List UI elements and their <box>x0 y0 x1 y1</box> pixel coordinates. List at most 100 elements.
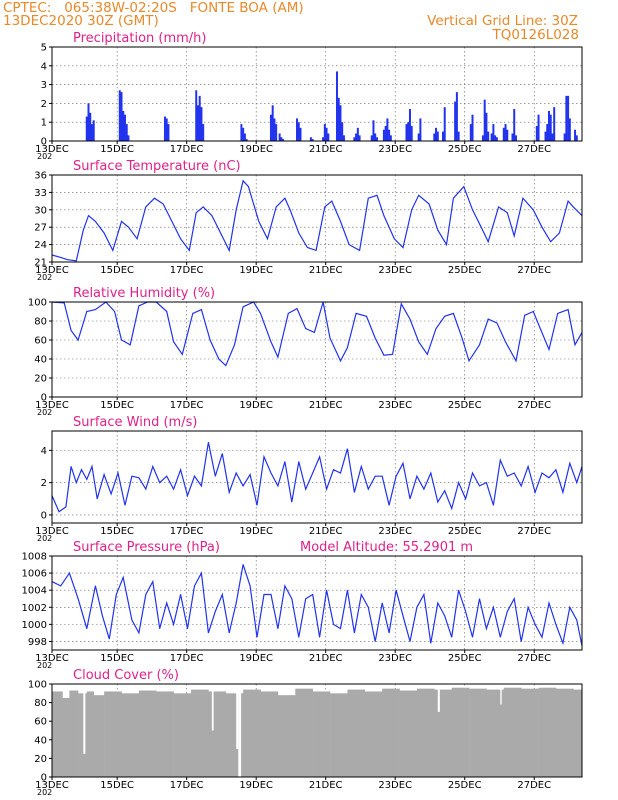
cloud-bar <box>69 690 79 777</box>
precip-bar <box>271 105 274 141</box>
cloud-bar <box>208 691 227 777</box>
cloud-gap <box>238 684 242 777</box>
precip-bars <box>85 71 578 141</box>
cloud-bar <box>555 688 574 777</box>
data-point <box>117 472 119 474</box>
data-point <box>557 313 559 314</box>
data-point <box>258 221 260 222</box>
data-point <box>121 339 122 341</box>
cloud-bar <box>469 688 487 777</box>
cloud-bar <box>399 690 418 777</box>
data-point <box>430 472 432 474</box>
data-point <box>131 475 133 477</box>
panel-title: Surface Wind (m/s) <box>73 415 197 430</box>
x-tick-label: 25DEC <box>448 144 482 155</box>
data-point <box>468 360 470 362</box>
data-point <box>486 482 487 484</box>
precip-bar <box>455 92 458 141</box>
data-point <box>70 466 72 467</box>
cloud-bar <box>434 689 452 777</box>
data-point <box>228 491 230 493</box>
x-tick-sublabel: 202 <box>37 534 52 543</box>
data-point <box>444 490 446 492</box>
x-tick-sublabel: 202 <box>37 661 52 670</box>
y-tick-label: 998 <box>28 637 47 648</box>
data-point <box>402 247 404 248</box>
x-tick-label: 21DEC <box>309 265 343 276</box>
data-point <box>498 206 499 208</box>
precip-bar <box>341 122 344 141</box>
x-tick-label: 23DEC <box>378 653 412 664</box>
data-point <box>108 638 110 640</box>
data-point <box>207 441 209 443</box>
x-tick-sublabel: 202 <box>37 408 52 417</box>
data-point <box>77 339 79 341</box>
precip-bar <box>568 118 571 141</box>
precip-bar <box>196 105 199 141</box>
data-point <box>515 360 517 362</box>
data-point <box>532 311 534 312</box>
precip-bar <box>419 118 422 141</box>
data-point <box>136 238 138 240</box>
data-point <box>393 238 395 240</box>
data-point <box>329 337 331 339</box>
precip-bar <box>436 131 439 141</box>
cloud-bar <box>173 693 192 777</box>
data-point <box>103 232 105 234</box>
x-tick-label: 21DEC <box>309 653 343 664</box>
series-line-wind <box>51 442 583 513</box>
data-point <box>360 466 362 467</box>
header-right-line2: TQ0126L028 <box>492 27 579 43</box>
data-point <box>381 602 383 604</box>
data-point <box>63 302 65 304</box>
header-left-line2: 13DEC2020 30Z (GMT) <box>3 13 159 29</box>
data-point <box>548 477 550 479</box>
x-tick-label: 27DEC <box>517 526 551 537</box>
data-point <box>480 226 482 228</box>
x-tick-label: 27DEC <box>517 144 551 155</box>
data-point <box>277 485 279 487</box>
data-point <box>541 472 543 474</box>
data-point <box>235 472 237 474</box>
precip-bar <box>547 110 550 141</box>
data-point <box>247 186 249 188</box>
panel-title: Cloud Cover (%) <box>73 668 179 683</box>
data-point <box>270 472 272 474</box>
data-point <box>129 344 131 346</box>
data-point <box>376 194 378 196</box>
cloud-bar <box>138 690 157 777</box>
data-point <box>367 606 369 608</box>
data-point <box>96 498 98 500</box>
data-point <box>374 641 376 642</box>
precip-bar <box>195 90 198 141</box>
data-point <box>458 589 460 591</box>
data-point <box>520 641 522 642</box>
data-point <box>392 353 393 355</box>
panel-title: Precipitation (mm/h) <box>73 31 206 46</box>
data-point <box>60 585 62 587</box>
data-point <box>305 598 307 600</box>
data-point <box>437 229 439 231</box>
data-point <box>395 475 397 477</box>
data-point <box>437 602 439 604</box>
data-point <box>340 472 341 474</box>
data-point <box>340 628 341 630</box>
data-point <box>187 628 188 630</box>
cloud-bar <box>52 691 63 777</box>
data-point <box>374 475 376 477</box>
data-point <box>409 498 411 500</box>
precip-bar <box>269 114 272 141</box>
data-point <box>95 221 96 222</box>
data-point <box>569 462 571 464</box>
precip-bar <box>322 137 325 141</box>
y-tick-label: 0 <box>41 773 47 784</box>
precip-bar <box>282 139 285 141</box>
precip-bar <box>443 107 446 141</box>
data-point <box>166 475 168 477</box>
precip-bar <box>454 101 457 141</box>
data-point <box>520 485 522 487</box>
precip-bar <box>481 135 484 141</box>
precip-bar <box>335 71 338 141</box>
precip-bar <box>323 124 326 141</box>
precip-bar <box>273 118 276 141</box>
